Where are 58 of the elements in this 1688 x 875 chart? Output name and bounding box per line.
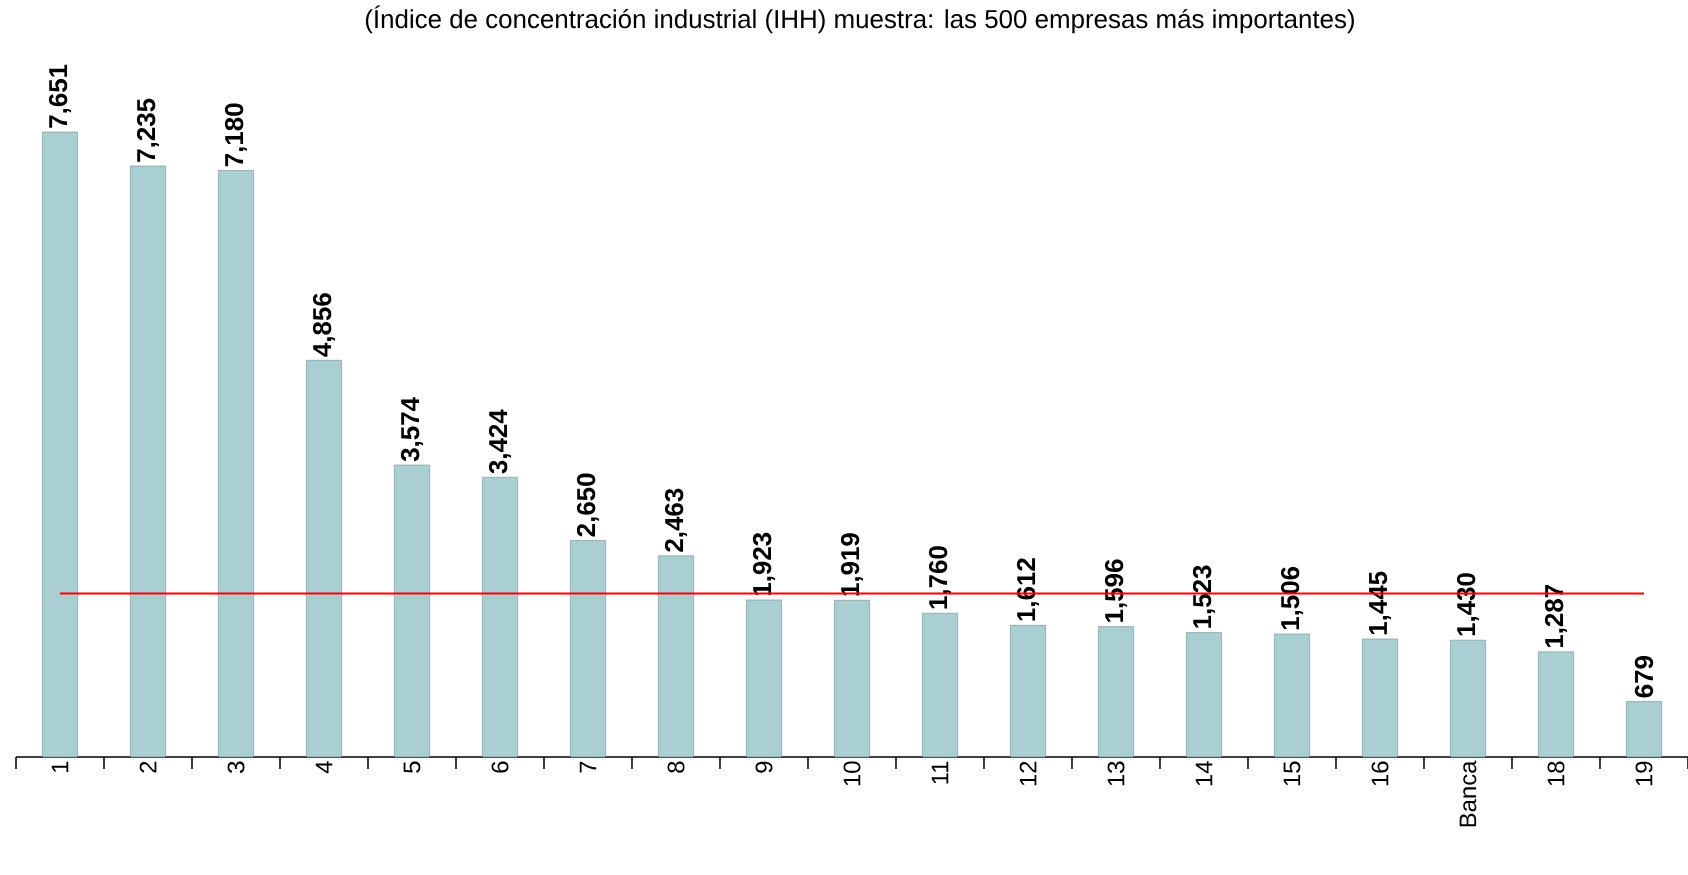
bar xyxy=(1626,701,1662,758)
x-tick-label: 12 xyxy=(1019,761,1037,786)
bar xyxy=(1450,639,1486,758)
x-tick-label: 4 xyxy=(315,761,333,774)
x-tick-label: 3 xyxy=(227,761,245,773)
data-label: 1,287 xyxy=(1544,584,1568,648)
x-tick-label: 11 xyxy=(931,761,949,784)
x-tick-label: 14 xyxy=(1195,761,1213,786)
bar xyxy=(922,612,958,758)
x-tick-label: 15 xyxy=(1283,761,1301,786)
x-tick-label: 6 xyxy=(491,761,509,773)
x-tick-label: 10 xyxy=(843,761,861,786)
bar xyxy=(394,464,430,758)
x-tick-label: Banca xyxy=(1459,760,1477,827)
data-label: 7,235 xyxy=(136,98,160,162)
data-label: 1,445 xyxy=(1369,571,1391,635)
x-tick-label: 8 xyxy=(667,761,685,773)
x-tick-label: 16 xyxy=(1371,761,1389,786)
data-label: 7,180 xyxy=(224,103,248,167)
x-tick-label: 9 xyxy=(755,761,773,773)
x-tick-label: 13 xyxy=(1107,761,1125,786)
bar xyxy=(1538,651,1574,758)
bar xyxy=(482,477,518,758)
data-label: 2,463 xyxy=(664,488,688,552)
data-label: 679 xyxy=(1634,656,1654,698)
x-tick-label: 7 xyxy=(579,761,597,773)
x-tick-label: 19 xyxy=(1635,761,1653,786)
bar xyxy=(1274,633,1310,758)
x-tick-label: 1 xyxy=(51,761,69,772)
data-label: 1,760 xyxy=(928,546,952,609)
bar xyxy=(218,170,254,758)
bar xyxy=(746,599,782,758)
data-label: 1,919 xyxy=(840,533,864,596)
bar xyxy=(834,599,870,758)
x-tick-label: 2 xyxy=(139,761,157,773)
data-label: 2,650 xyxy=(576,473,600,537)
bar xyxy=(42,131,78,758)
data-label: 1,430 xyxy=(1456,573,1480,636)
bar xyxy=(130,165,166,758)
data-label: 1,523 xyxy=(1192,565,1216,628)
data-label: 1,506 xyxy=(1280,566,1304,630)
bar xyxy=(570,540,606,758)
data-label: 3,424 xyxy=(488,409,512,474)
bar xyxy=(1098,626,1134,758)
data-label: 1,923 xyxy=(752,532,776,596)
data-label: 4,856 xyxy=(312,293,336,357)
data-label: 1,612 xyxy=(1016,558,1040,621)
x-tick-label: 5 xyxy=(403,761,421,773)
data-label: 1,596 xyxy=(1104,559,1128,622)
data-label: 3,574 xyxy=(400,397,424,462)
data-label: 7,651 xyxy=(48,64,72,128)
x-tick-label: 18 xyxy=(1547,761,1565,786)
bar xyxy=(1362,638,1398,758)
bar xyxy=(1186,632,1222,758)
chart-title: (Índice de concentración industrial (IHH) muestra: las 500 empresas más importantes) xyxy=(365,5,1354,34)
bar xyxy=(658,555,694,758)
bar xyxy=(306,360,342,758)
bar xyxy=(1010,625,1046,758)
